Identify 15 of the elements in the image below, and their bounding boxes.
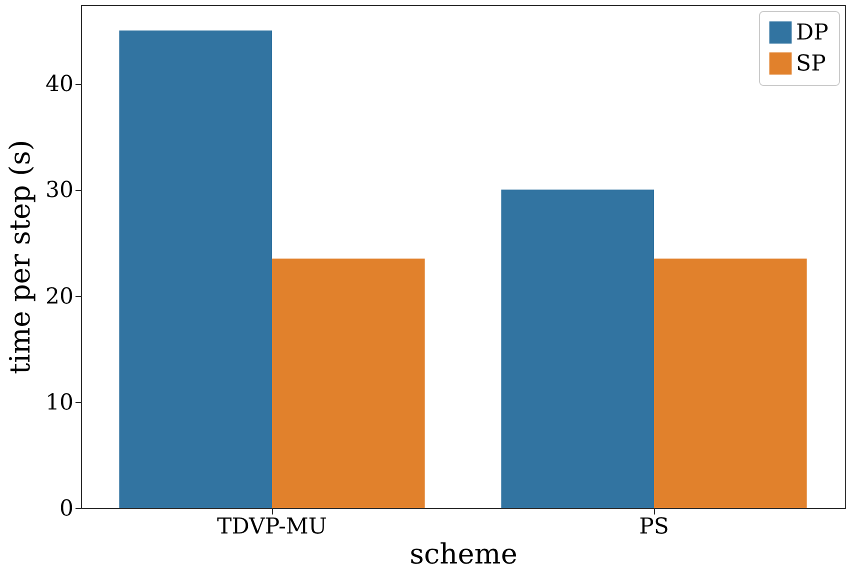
y-tick-label: 20 [46, 284, 74, 310]
y-axis-title: time per step (s) [4, 140, 37, 374]
y-tick-label: 0 [60, 496, 74, 522]
bar [501, 190, 654, 508]
y-tick-label: 30 [46, 178, 74, 204]
x-axis-title: scheme [410, 538, 518, 570]
x-tick-label: PS [639, 514, 669, 540]
x-tick-label: TDVP-MU [217, 514, 327, 540]
bar [272, 258, 425, 508]
y-tick-label: 10 [46, 390, 74, 416]
y-tick-label: 40 [46, 72, 74, 98]
legend-label: DP [796, 20, 829, 46]
legend-label: SP [796, 52, 826, 76]
bar [119, 30, 272, 508]
bar [654, 258, 807, 508]
